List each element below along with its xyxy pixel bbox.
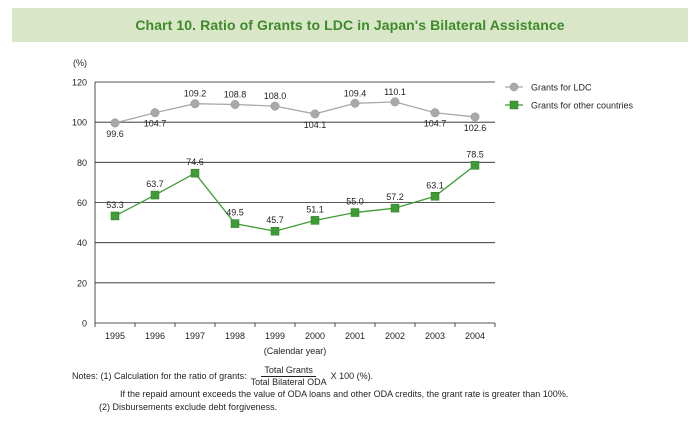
data-label: 104.7 [424,119,447,129]
data-label: 63.1 [426,180,444,190]
data-point-other [110,211,120,221]
data-label: 45.7 [266,215,284,225]
data-point-other [350,208,360,217]
x-tick-label: 2000 [305,331,325,341]
data-label: 110.1 [384,87,406,97]
data-point-other [470,161,480,170]
data-point-ldc [310,109,320,119]
legend-marker-other [509,100,519,110]
data-label: 108.8 [224,89,247,99]
fraction-denominator: Total Bilateral ODA [250,376,327,387]
chart-title: Chart 10. Ratio of Grants to LDC in Japa… [135,17,565,33]
data-label: 99.6 [106,129,124,139]
data-point-other [190,168,200,178]
data-point-other [390,203,400,213]
data-label: 53.3 [106,200,124,210]
data-label: 109.2 [184,89,207,99]
data-label: 102.6 [464,123,487,133]
chart-title-banner: Chart 10. Ratio of Grants to LDC in Japa… [12,8,688,42]
legend-marker-ldc [509,82,519,92]
data-point-ldc [110,118,120,128]
data-label: 104.1 [304,120,327,130]
x-tick-label: 2003 [425,331,445,341]
x-tick-label: 1999 [265,331,285,341]
note-1-prefix: Notes: (1) Calculation for the ratio of … [72,371,247,381]
data-point-other [430,192,440,201]
data-label: 78.5 [466,149,484,159]
note-1-suffix: X 100 (%). [330,371,374,381]
data-point-ldc [190,99,200,109]
note-1: Notes: (1) Calculation for the ratio of … [72,364,692,388]
legend-label: Grants for LDC [531,83,592,93]
data-label: 55.0 [346,197,364,207]
y-tick-label: 100 [72,118,87,128]
fraction-numerator: Total Grants [261,365,316,377]
y-tick-label: 20 [77,278,87,288]
chart-notes: Notes: (1) Calculation for the ratio of … [72,364,692,414]
data-label: 63.7 [146,179,164,189]
legend-label: Grants for other countries [531,101,634,111]
x-tick-label: 1995 [105,331,125,341]
note-2: (2) Disbursements exclude debt forgivene… [99,402,278,412]
series-line [114,164,476,232]
data-point-ldc [390,97,400,107]
data-point-ldc [270,101,280,111]
data-label: 108.0 [264,91,287,101]
data-point-ldc [350,98,360,108]
data-point-ldc [150,108,160,118]
data-point-ldc [430,108,440,118]
x-tick-label: 1997 [185,331,205,341]
x-tick-label: 2001 [345,331,365,341]
data-label: 51.1 [306,204,324,214]
data-label: 104.7 [144,119,167,129]
y-tick-label: 120 [72,78,87,88]
y-tick-label: 40 [77,238,87,248]
y-axis-unit-label: (%) [73,58,87,68]
grant-ratio-fraction: Total Grants Total Bilateral ODA [251,365,327,388]
data-label: 57.2 [386,192,404,202]
x-tick-label: 2002 [385,331,405,341]
data-point-other [270,226,280,236]
series-line [114,101,476,124]
y-tick-label: 0 [82,319,87,329]
y-tick-label: 80 [77,158,87,168]
data-point-other [230,219,240,228]
y-tick-label: 60 [77,198,87,208]
x-tick-label: 1996 [145,331,165,341]
data-point-ldc [470,112,480,122]
data-label: 74.6 [186,157,204,167]
data-label: 109.4 [344,88,367,98]
data-label: 49.5 [226,208,244,218]
x-tick-label: 1998 [225,331,245,341]
x-tick-label: 2004 [465,331,485,341]
data-point-other [150,190,160,200]
note-1-continued: If the repaid amount exceeds the value o… [120,389,569,399]
x-axis-label: (Calendar year) [264,346,327,356]
data-point-other [310,216,320,225]
data-point-ldc [230,100,240,109]
